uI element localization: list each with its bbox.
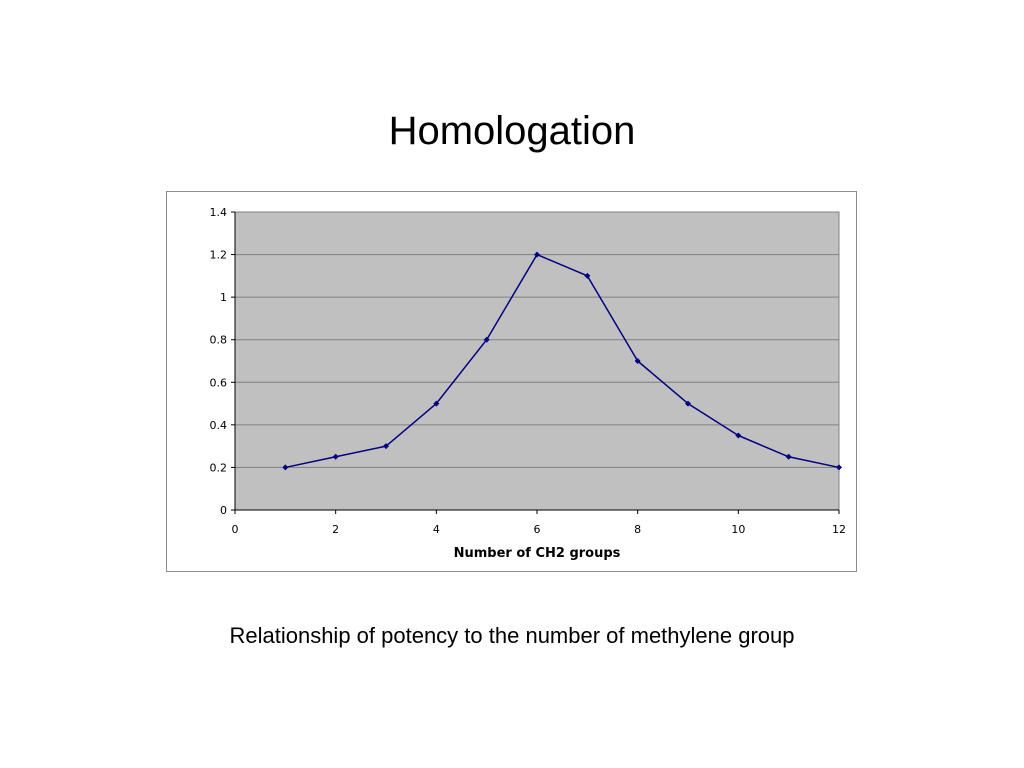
y-tick-label: 1 <box>220 291 227 304</box>
y-tick-label: 0.2 <box>210 461 228 474</box>
line-chart: 0 0.2 0.4 0.6 0.8 1 1.2 1.4 0 2 4 6 8 10 12 Number of … <box>210 206 847 561</box>
y-tick-label: 1.2 <box>210 249 228 262</box>
plot-area <box>234 211 840 511</box>
data-point-marker <box>332 453 339 460</box>
x-tick-label: 2 <box>332 523 339 536</box>
data-point-marker <box>584 272 591 279</box>
tick-labels: 0 0.2 0.4 0.6 0.8 1 1.2 1.4 0 2 4 6 8 10 12 <box>210 206 847 536</box>
slide-title: Homologation <box>388 109 636 153</box>
data-point-marker <box>735 432 742 439</box>
y-tick-label: 0 <box>220 504 227 517</box>
data-point-marker <box>785 453 792 460</box>
y-tick-label: 0.4 <box>210 419 228 432</box>
x-tick-label: 8 <box>634 523 641 536</box>
x-tick-label: 12 <box>832 523 846 536</box>
series <box>282 251 842 471</box>
slide-caption: Relationship of potency to the number of… <box>229 623 795 648</box>
data-point-marker <box>634 358 641 364</box>
x-axis-title: Number of CH2 groups <box>454 546 621 561</box>
y-tick-label: 1.4 <box>210 206 228 219</box>
x-tick-label: 10 <box>731 523 745 536</box>
x-tick-label: 6 <box>534 523 541 536</box>
data-point-marker <box>534 251 540 258</box>
axes <box>231 211 840 514</box>
data-point-marker <box>836 464 842 471</box>
x-tick-label: 4 <box>433 523 440 536</box>
data-point-marker <box>483 336 490 343</box>
y-tick-label: 0.6 <box>210 376 228 389</box>
series-line <box>285 253 840 469</box>
data-point-marker <box>685 400 691 407</box>
data-point-marker <box>282 464 289 471</box>
data-point-marker <box>433 400 440 407</box>
x-tick-label: 0 <box>232 523 239 536</box>
chart-frame: 0 0.2 0.4 0.6 0.8 1 1.2 1.4 0 2 4 6 8 10 12 Number of … <box>166 191 857 572</box>
data-point-marker <box>383 443 389 450</box>
y-tick-label: 0.8 <box>210 334 228 347</box>
